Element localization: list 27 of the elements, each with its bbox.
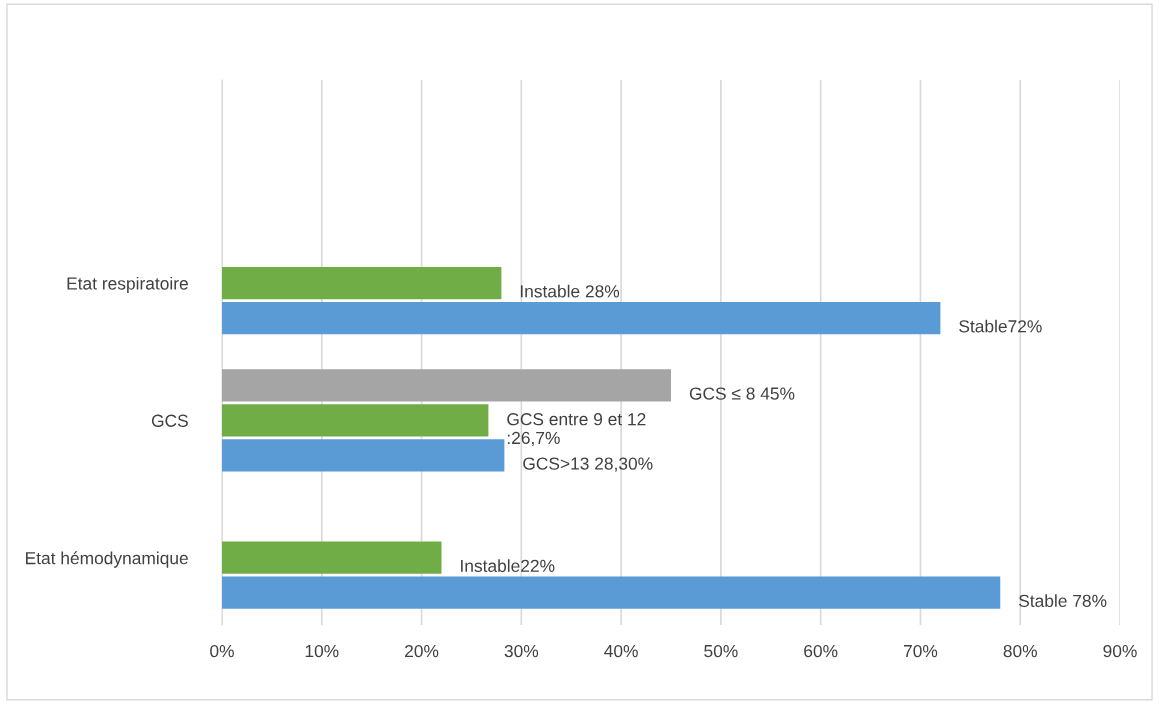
y-tick-label: Etat respiratoire: [67, 276, 188, 294]
x-tick-label: 50%: [704, 644, 738, 658]
x-tick-label: 10%: [305, 644, 339, 658]
bar: [222, 267, 502, 300]
data-label: Instable22%: [461, 559, 555, 572]
bar: [222, 404, 489, 437]
data-label: Stable 78%: [1019, 594, 1107, 608]
x-tick-label: 60%: [804, 644, 838, 658]
data-label: GCS ≤ 8 45%: [689, 387, 795, 400]
data-label: Stable72%: [959, 319, 1042, 333]
bar: [222, 439, 505, 472]
bar: [222, 541, 442, 574]
y-tick-label: Etat hémodynamique: [26, 551, 188, 568]
bar: [222, 576, 1001, 609]
bar: [222, 369, 671, 402]
data-label: GCS entre 9 et 12 :26,7%: [507, 413, 646, 447]
bar: [222, 302, 941, 335]
x-tick-label: 20%: [405, 644, 439, 658]
x-tick-label: 80%: [1003, 644, 1037, 658]
data-label: GCS>13 28,30%: [523, 457, 653, 472]
data-label: Instable 28%: [520, 284, 620, 298]
x-tick-label: 40%: [604, 644, 638, 658]
x-tick-label: 70%: [903, 644, 938, 658]
x-tick-label: 90%: [1103, 644, 1137, 658]
x-tick-label: 30%: [504, 644, 539, 658]
y-tick-label: GCS: [151, 414, 188, 427]
x-tick-label: 0%: [210, 644, 234, 658]
